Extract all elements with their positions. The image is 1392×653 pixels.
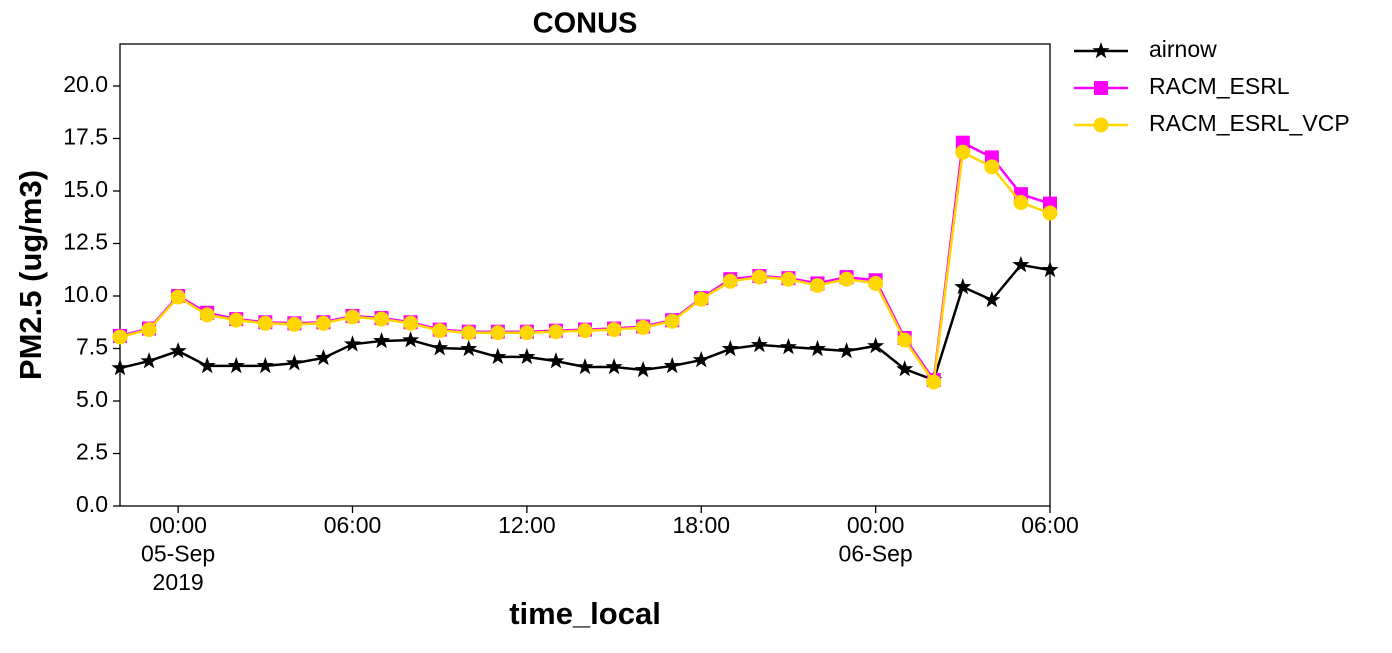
y-tick-label: 17.5 — [63, 124, 108, 150]
data-point — [1042, 205, 1058, 221]
data-point — [460, 339, 478, 357]
data-point — [808, 339, 827, 357]
x-tick-label: 2019 — [153, 569, 204, 595]
chart-title: CONUS — [533, 8, 638, 40]
data-point — [868, 275, 884, 291]
data-point — [547, 352, 565, 369]
data-point — [490, 325, 506, 341]
data-point — [693, 291, 709, 307]
legend-marker — [1092, 42, 1110, 59]
data-point — [373, 331, 391, 349]
x-tick-label: 06:00 — [324, 512, 382, 538]
data-point — [315, 315, 331, 331]
x-tick-label: 06:00 — [1021, 512, 1079, 538]
data-point — [286, 316, 302, 332]
data-point — [431, 339, 449, 356]
data-point — [896, 360, 914, 377]
legend-label: RACM_ESRL_VCP — [1149, 110, 1350, 136]
x-tick-label: 05-Sep — [141, 541, 215, 567]
data-point — [722, 273, 738, 289]
data-point — [199, 307, 215, 323]
data-point — [257, 315, 273, 331]
x-tick-label: 06-Sep — [839, 541, 913, 567]
y-tick-label: 12.5 — [63, 229, 108, 255]
data-point — [576, 357, 594, 375]
data-point — [402, 331, 420, 348]
data-point — [867, 336, 885, 354]
data-point — [403, 315, 419, 331]
y-tick-label: 15.0 — [63, 176, 108, 202]
y-tick-label: 10.0 — [63, 281, 108, 307]
data-point — [461, 325, 477, 341]
plot-frame — [119, 43, 1051, 507]
x-tick-label: 18:00 — [672, 512, 730, 538]
data-point — [663, 356, 681, 374]
data-point — [838, 342, 856, 359]
data-point — [983, 290, 1001, 308]
data-point — [343, 335, 362, 352]
data-point — [112, 329, 128, 345]
data-point — [779, 338, 797, 355]
data-point — [1013, 195, 1029, 211]
data-point — [897, 332, 913, 348]
data-point — [984, 159, 1000, 175]
y-tick-label: 7.5 — [76, 334, 108, 360]
data-point — [227, 356, 245, 374]
y-axis-label: PM2.5 (ug/m3) — [13, 170, 48, 380]
legend-label: airnow — [1149, 36, 1217, 62]
data-point — [256, 356, 274, 374]
data-point — [635, 320, 651, 335]
data-point — [169, 342, 187, 359]
x-axis-label: time_local — [509, 596, 661, 631]
data-point — [926, 374, 942, 390]
legend-marker — [1093, 117, 1109, 133]
data-point — [606, 322, 622, 338]
data-point — [780, 271, 796, 287]
data-point — [140, 352, 158, 369]
data-point — [751, 269, 767, 285]
legend-marker — [1094, 81, 1108, 95]
data-point — [955, 144, 971, 160]
legend-label: RACM_ESRL — [1149, 73, 1290, 99]
series-line — [119, 150, 1051, 386]
data-point — [839, 271, 855, 287]
data-point — [664, 313, 680, 329]
x-tick-label: 00:00 — [847, 512, 905, 538]
data-point — [285, 354, 303, 371]
data-point — [548, 324, 564, 340]
data-point — [345, 309, 360, 325]
data-point — [634, 360, 652, 378]
data-point — [692, 351, 710, 368]
data-point — [1041, 260, 1059, 278]
data-point — [605, 357, 623, 375]
data-point — [577, 323, 593, 339]
data-point — [374, 311, 390, 327]
y-tick-label: 5.0 — [76, 386, 108, 412]
data-point — [518, 347, 536, 365]
data-point — [954, 277, 972, 295]
data-point — [1012, 255, 1030, 273]
data-point — [519, 325, 535, 341]
x-tick-label: 00:00 — [149, 512, 207, 538]
data-point — [810, 278, 825, 293]
data-point — [314, 348, 332, 366]
data-point — [198, 356, 216, 374]
y-tick-label: 20.0 — [63, 71, 108, 97]
data-point — [432, 323, 448, 339]
y-tick-label: 0.0 — [76, 491, 108, 517]
data-point — [228, 312, 244, 328]
y-tick-label: 2.5 — [76, 439, 108, 465]
data-point — [750, 335, 768, 353]
x-tick-label: 12:00 — [498, 512, 556, 538]
data-point — [141, 322, 157, 338]
data-point — [170, 289, 186, 305]
data-point — [111, 359, 129, 376]
data-point — [489, 347, 507, 365]
data-point — [721, 339, 739, 357]
